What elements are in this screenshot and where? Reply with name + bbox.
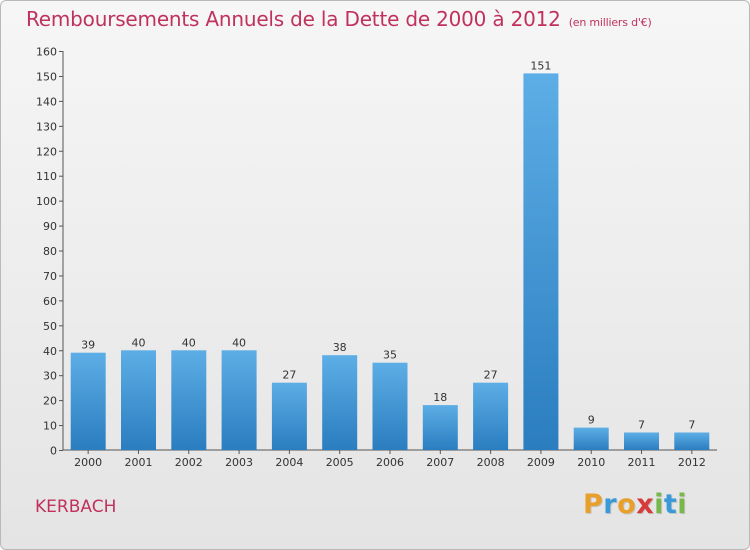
y-tick-label: 10 [43, 420, 57, 433]
x-tick-label: 2010 [577, 456, 605, 469]
y-tick-label: 30 [43, 370, 57, 383]
logo-letter: i [677, 489, 688, 520]
y-tick-label: 100 [36, 195, 57, 208]
bar [422, 405, 458, 450]
bar-value-label: 38 [333, 341, 347, 354]
axes: 0 10 20 30 40 50 60 70 80 90 100 110 120 130 140 150 160… [36, 46, 717, 469]
logo-letter: r [603, 489, 618, 520]
y-tick-label: 20 [43, 395, 57, 408]
bar-value-label: 35 [383, 349, 397, 362]
bar [624, 432, 659, 450]
logo-letter: P [583, 489, 604, 520]
logo-letter: x [636, 489, 655, 520]
x-tick-label: 2006 [376, 456, 404, 469]
bar-value-label: 40 [232, 336, 246, 349]
x-tick-label: 2004 [275, 456, 303, 469]
bar-value-label: 9 [588, 414, 595, 427]
x-tick-label: 2003 [225, 456, 253, 469]
y-tick-label: 0 [50, 445, 57, 458]
x-tick-label: 2000 [74, 456, 102, 469]
x-tick-label: 2011 [628, 456, 656, 469]
bar [221, 350, 257, 451]
y-tick-label: 120 [36, 145, 57, 158]
y-tick-label: 130 [36, 120, 57, 133]
bar [322, 355, 358, 450]
bar-value-label: 7 [688, 419, 695, 432]
y-tick-label: 140 [36, 95, 57, 108]
bar-value-label: 18 [433, 391, 447, 404]
bar [171, 350, 207, 451]
x-tick-label: 2001 [124, 456, 152, 469]
bar-value-label: 7 [638, 419, 645, 432]
bar-value-label: 39 [81, 339, 95, 352]
bar [573, 427, 609, 450]
bar [121, 350, 156, 451]
bar [70, 352, 106, 450]
y-tick-label: 80 [43, 245, 57, 258]
bar [473, 382, 509, 450]
bar-value-label: 151 [530, 59, 551, 72]
y-tick-label: 60 [43, 295, 57, 308]
bar [372, 362, 408, 450]
y-tick-label: 40 [43, 345, 57, 358]
commune-name: KERBACH [35, 497, 117, 517]
logo-letter: o [617, 489, 637, 520]
y-tick-label: 160 [36, 46, 57, 59]
y-tick-label: 110 [36, 170, 57, 183]
x-tick-label: 2005 [326, 456, 354, 469]
bar [674, 432, 710, 450]
bar-value-label: 40 [182, 336, 196, 349]
bar-value-label: 27 [484, 369, 498, 382]
y-tick-label: 150 [36, 70, 57, 83]
chart-title-text: Remboursements Annuels de la Dette de 20… [26, 7, 561, 31]
bar-value-label: 27 [282, 369, 296, 382]
chart-unit: (en milliers d'€) [568, 16, 652, 29]
proxiti-logo: Proxiti [583, 489, 687, 520]
y-tick-label: 50 [43, 320, 57, 333]
bar-value-label: 40 [131, 336, 145, 349]
bar [523, 73, 559, 451]
y-tick-label: 90 [43, 220, 57, 233]
x-tick-label: 2002 [175, 456, 203, 469]
x-tick-label: 2008 [477, 456, 505, 469]
bars: 39 40 40 40 27 38 35 18 27 151 9 7 7 [70, 59, 710, 451]
bar [271, 382, 307, 450]
chart-title: Remboursements Annuels de la Dette de 20… [26, 7, 652, 31]
logo-letter: t [663, 489, 678, 520]
x-tick-label: 2012 [678, 456, 706, 469]
y-tick-label: 70 [43, 270, 57, 283]
x-tick-label: 2007 [426, 456, 454, 469]
x-tick-label: 2009 [527, 456, 555, 469]
logo-letter: i [654, 489, 664, 520]
